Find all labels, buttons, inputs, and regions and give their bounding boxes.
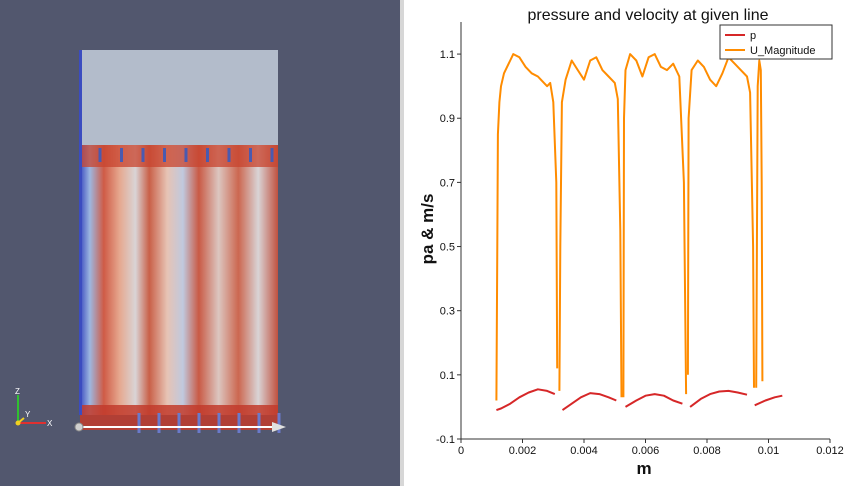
pane-divider[interactable]	[400, 0, 404, 486]
outlet-marker	[217, 413, 221, 433]
axis-y-label: Y	[25, 410, 31, 419]
chart-axes: 0 0.002 0.004 0.006 0.008 0.01 0.012 -0.1 0.1 0.3…	[436, 22, 844, 457]
outlet-marker	[197, 413, 201, 433]
inlet-marker	[270, 148, 274, 162]
y-tick-label: -0.1	[436, 434, 455, 446]
probe-start-handle[interactable]	[74, 422, 84, 432]
legend-label-u-magnitude: U_Magnitude	[750, 45, 815, 57]
x-tick-label: 0.012	[816, 445, 844, 457]
series-line-p	[496, 388, 556, 412]
outlet-marker	[137, 413, 141, 433]
outlet-marker	[277, 413, 281, 433]
inlet-marker	[249, 148, 252, 162]
render-view-3d[interactable]: X Y Z	[0, 0, 400, 486]
line-chart-view[interactable]: pressure and velocity at given line pa &…	[404, 0, 856, 486]
series-line-u-magnitude	[495, 53, 559, 401]
outlet-marker	[157, 413, 161, 433]
inlet-marker	[120, 148, 123, 162]
domain-top-band	[80, 145, 278, 167]
inlet-markers-bottom	[137, 413, 281, 433]
y-tick-label: 0.3	[440, 306, 455, 318]
x-tick-label: 0.002	[509, 445, 537, 457]
outlet-marker	[237, 413, 241, 433]
series-line-u-magnitude	[686, 56, 755, 388]
chart-legend[interactable]: p U_Magnitude	[719, 24, 833, 60]
x-tick-label: 0.01	[758, 445, 779, 457]
chart-title: pressure and velocity at given line	[527, 7, 768, 24]
series-line-p	[689, 389, 748, 408]
probe-end-arrow[interactable]	[272, 422, 286, 432]
series-line-u-magnitude	[755, 59, 764, 388]
y-tick-label: 1.1	[440, 49, 455, 61]
inlet-markers-top	[98, 148, 274, 162]
x-tick-label: 0.008	[693, 445, 721, 457]
x-axis-label: m	[636, 459, 651, 478]
x-tick-label: 0	[458, 445, 464, 457]
domain-left-wall	[79, 50, 82, 415]
legend-label-p: p	[750, 30, 756, 42]
legend-box	[719, 24, 833, 60]
x-tick-label: 0.004	[570, 445, 598, 457]
series-line-p	[561, 392, 617, 411]
inlet-marker	[184, 148, 188, 162]
render-canvas[interactable]: X Y Z	[0, 0, 400, 486]
y-tick-label: 0.5	[440, 242, 455, 254]
inlet-marker	[206, 148, 209, 162]
series-line-u-magnitude	[622, 53, 688, 398]
axis-z-label: Z	[15, 387, 20, 396]
domain-top-region	[80, 50, 278, 147]
outlet-marker	[177, 413, 181, 433]
y-tick-label: 0.9	[440, 113, 455, 125]
inlet-marker	[227, 148, 231, 162]
y-tick-label: 0.7	[440, 177, 455, 189]
domain-flow-region	[80, 145, 278, 415]
y-axis-label: pa & m/s	[418, 194, 437, 265]
inlet-marker	[98, 148, 102, 162]
series-line-u-magnitude	[558, 56, 623, 398]
series-line-p	[624, 393, 683, 408]
outlet-marker	[257, 413, 261, 433]
series-line-p	[754, 394, 783, 407]
orientation-axes-widget: X Y Z	[15, 387, 53, 428]
inlet-marker	[163, 148, 166, 162]
x-tick-label: 0.006	[632, 445, 660, 457]
plot-area	[495, 53, 783, 412]
inlet-marker	[141, 148, 145, 162]
y-tick-label: 0.1	[440, 370, 455, 382]
axis-x-label: X	[47, 419, 53, 428]
line-chart: pressure and velocity at given line pa &…	[418, 7, 844, 478]
